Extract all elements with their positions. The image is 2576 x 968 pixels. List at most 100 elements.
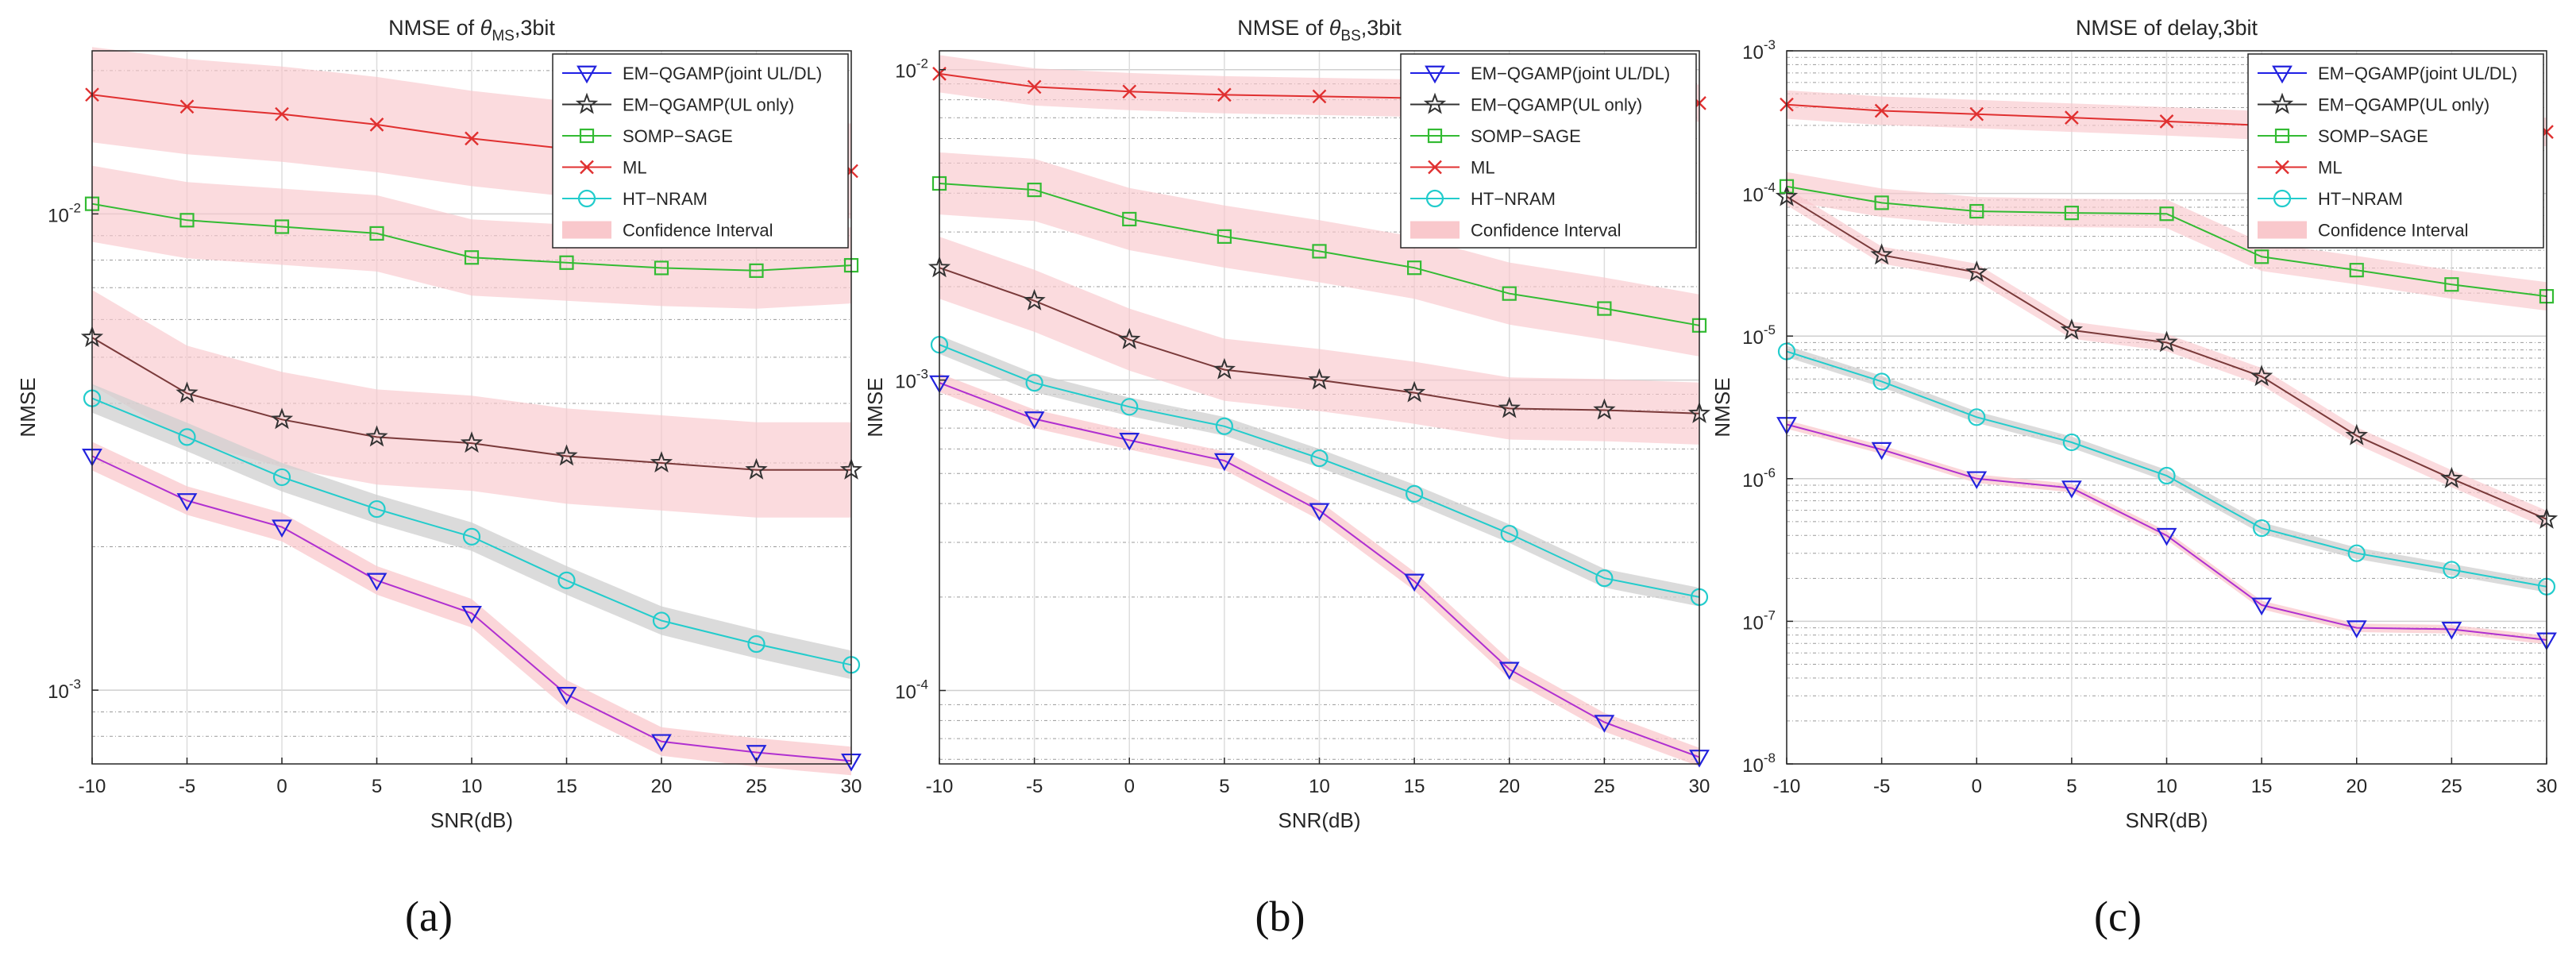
data-point-em_ul (2440, 466, 2463, 488)
panel-3: -10 -5 0 5 10 15 20 25 3010-810-710-610-510-410-… (1710, 16, 2559, 940)
data-point-em_joint (1024, 411, 1045, 430)
data-point-em_joint (2346, 620, 2367, 638)
series-line-em_joint (939, 382, 1700, 758)
data-point-em_ul (270, 407, 294, 430)
panel-1-x-ticks: -10 -5 0 5 10 15 20 25 30 (79, 758, 862, 797)
data-point-ht (2253, 519, 2271, 538)
data-point-em_joint (1594, 715, 1615, 733)
data-point-ml (2159, 114, 2174, 129)
legend-marker-ht (577, 189, 596, 208)
x-tick-label: 0 (276, 776, 287, 797)
legend-entry: EM−QGAMP(joint UL/DL) (1410, 64, 1670, 84)
data-point-em_ul (2060, 318, 2084, 340)
y-tick-label: 10-5 (1742, 322, 1776, 349)
series-line-somp (91, 202, 852, 272)
series-line-ht (939, 344, 1700, 598)
data-point-em_ul (1308, 368, 1331, 390)
confidence-band-ht (92, 384, 851, 680)
panel-1-y-axis-label: NMSE (16, 377, 40, 437)
data-point-em_joint (2156, 527, 2177, 546)
data-point-em_ul (1498, 396, 1521, 418)
x-tick-label: 20 (651, 776, 673, 797)
data-point-ht (1500, 524, 1518, 543)
y-tick-label: 10-2 (48, 200, 81, 226)
data-point-em_joint (1871, 442, 1892, 461)
y-tick-label: 10-7 (1742, 607, 1776, 634)
y-tick-label: 10-4 (1742, 180, 1776, 206)
x-tick-label: 0 (1124, 776, 1135, 797)
legend-marker-em_ul (575, 92, 599, 114)
data-point-somp (274, 219, 290, 234)
legend-label: SOMP−SAGE (2318, 126, 2428, 146)
series-line-ht (1786, 350, 2547, 588)
data-point-em_joint (366, 573, 388, 592)
y-tick-label: 10-4 (895, 677, 928, 704)
legend-label: EM−QGAMP(joint UL/DL) (2318, 64, 2517, 83)
series-line-em_joint (1786, 423, 2547, 641)
legend-label: Confidence Interval (1471, 221, 1622, 241)
data-point-somp (2064, 206, 2079, 221)
legend-label: HT−NRAM (623, 189, 708, 209)
legend-marker-ml (580, 160, 594, 175)
data-point-ht (1872, 372, 1891, 391)
data-point-em_ul (650, 451, 673, 473)
legend-label: ML (1471, 158, 1495, 178)
data-point-em_ul (2155, 330, 2178, 353)
x-tick-label: 10 (1309, 776, 1330, 797)
x-tick-label: 5 (2066, 776, 2077, 797)
legend-marker-somp (579, 128, 595, 144)
legend-marker-em_ul (2270, 92, 2294, 114)
legend-entry: Confidence Interval (562, 221, 773, 241)
x-tick-label: 0 (1972, 776, 1982, 797)
panel-2-x-axis-label: SNR(dB) (1278, 808, 1360, 832)
x-tick-label: 25 (746, 776, 767, 797)
y-tick-label: 10-6 (1742, 465, 1776, 492)
legend-entry: SOMP−SAGE (562, 126, 733, 146)
legend-marker-em_joint (2272, 65, 2293, 84)
confidence-band-em_joint (92, 442, 851, 776)
data-point-em_ul (555, 444, 578, 466)
x-tick-label: -5 (179, 776, 195, 797)
series-line-em_joint (91, 455, 852, 762)
data-point-somp (2444, 277, 2459, 292)
confidence-band-somp (939, 152, 1699, 357)
y-tick-label: 10-3 (1742, 37, 1776, 64)
data-point-ht (2158, 466, 2176, 485)
panel-3-title: NMSE of delay,3bit (2076, 16, 2258, 40)
series-line-em_ul (91, 337, 851, 471)
legend-marker-ml (1428, 160, 1442, 175)
series-line-em_ul (939, 267, 1700, 415)
data-point-em_ul (745, 457, 768, 480)
legend-entry: HT−NRAM (2258, 189, 2403, 209)
x-tick-label: 15 (2251, 776, 2273, 797)
data-point-ml (1217, 87, 1232, 102)
data-point-ht (557, 571, 576, 589)
y-tick-label: 10-8 (1742, 750, 1776, 777)
panel-2-y-axis-label: NMSE (863, 377, 887, 437)
x-tick-label: 10 (2156, 776, 2177, 797)
legend-box (2247, 53, 2544, 249)
data-point-ml (1312, 89, 1327, 104)
x-tick-label: 30 (2536, 776, 2558, 797)
legend-entry: EM−QGAMP(UL only) (2258, 92, 2489, 115)
x-tick-label: 20 (1498, 776, 1520, 797)
panel-1-title: NMSE of θMS,3bit (388, 16, 555, 44)
x-tick-label: -10 (1773, 776, 1801, 797)
confidence-band-em_joint (939, 373, 1699, 767)
confidence-band-em_joint (1787, 420, 2547, 645)
legend-entry: EM−QGAMP(UL only) (562, 92, 794, 115)
data-point-em_ul (2250, 364, 2273, 387)
data-point-somp (1407, 260, 1422, 276)
data-point-ht (2443, 561, 2461, 579)
series-line-ht (91, 397, 852, 666)
legend-marker-ht (1425, 189, 1444, 208)
data-point-ht (462, 527, 481, 546)
legend-marker-somp (1427, 128, 1443, 144)
data-point-ml (1027, 79, 1042, 94)
data-point-ml (1122, 84, 1137, 99)
panel-3-x-ticks: -10 -5 0 5 10 15 20 25 30 (1773, 758, 2558, 797)
data-point-em_joint (1213, 453, 1235, 472)
data-point-somp (464, 250, 480, 265)
panel-1-x-axis-label: SNR(dB) (430, 808, 513, 832)
data-point-em_ul (1593, 398, 1616, 420)
